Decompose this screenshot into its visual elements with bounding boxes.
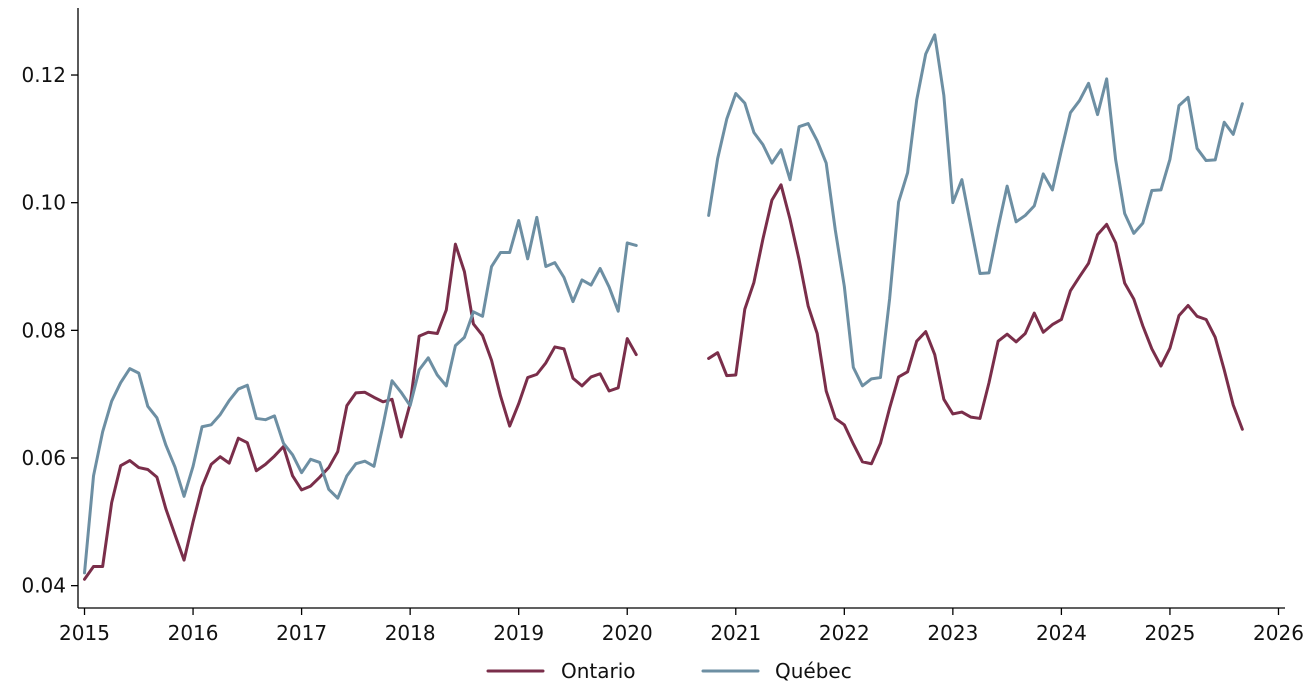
plot-area (83, 33, 1244, 581)
x-tick-label: 2018 (385, 621, 436, 645)
y-tick-label: 0.06 (21, 446, 66, 470)
legend-label-ontario: Ontario (561, 659, 636, 683)
y-tick-label: 0.12 (21, 63, 66, 87)
x-tick-label: 2019 (493, 621, 544, 645)
series-line-ontario-segment-2 (707, 183, 1244, 466)
x-tick-label: 2017 (276, 621, 327, 645)
x-tick-label: 2026 (1253, 621, 1304, 645)
series-line-ontario-segment-1 (83, 242, 638, 581)
x-tick-label: 2024 (1036, 621, 1087, 645)
legend: Ontario Québec (486, 659, 852, 683)
series-line-quebec-segment-1 (83, 215, 638, 575)
x-tick-label: 2025 (1144, 621, 1195, 645)
y-tick-label: 0.04 (21, 574, 66, 598)
y-axis-ticks: 0.04 0.06 0.08 0.10 0.12 (21, 63, 78, 598)
x-tick-label: 2021 (710, 621, 761, 645)
x-tick-label: 2016 (168, 621, 219, 645)
y-tick-label: 0.10 (21, 191, 66, 215)
x-tick-label: 2020 (602, 621, 653, 645)
x-tick-label: 2015 (59, 621, 110, 645)
legend-label-quebec: Québec (775, 659, 852, 683)
y-tick-label: 0.08 (21, 318, 66, 342)
series-line-quebec-segment-2 (707, 33, 1244, 388)
x-axis-ticks: 2015 2016 2017 2018 2019 2020 2021 2022 2023 2024… (59, 608, 1304, 645)
x-tick-label: 2022 (819, 621, 870, 645)
x-tick-label: 2023 (927, 621, 978, 645)
